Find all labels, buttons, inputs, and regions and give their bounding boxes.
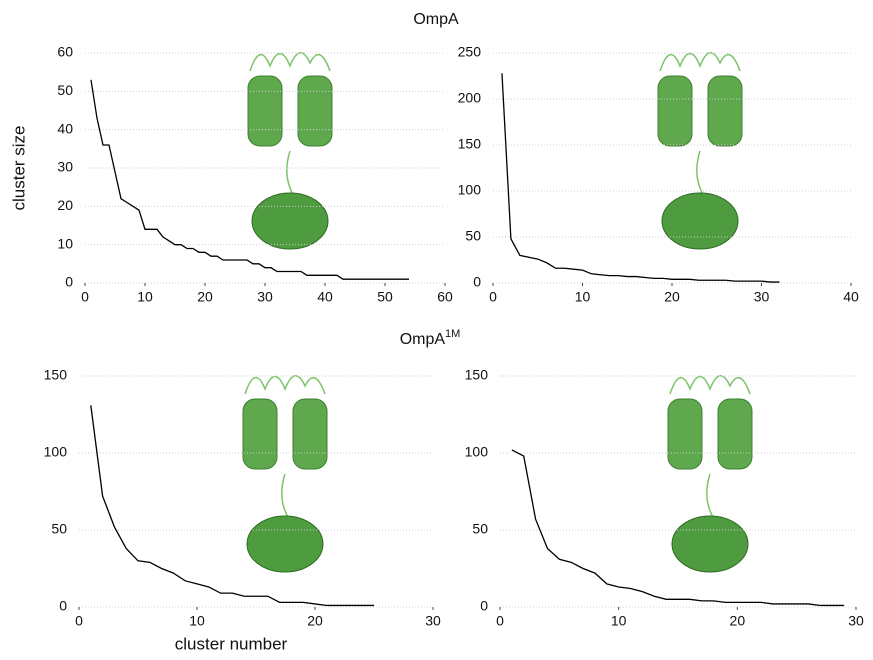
x-tick-label: 20 xyxy=(307,613,323,629)
x-tick-label: 30 xyxy=(754,289,770,305)
x-tick-label: 0 xyxy=(489,289,497,305)
y-tick-label: 20 xyxy=(57,197,73,213)
y-tick-label: 50 xyxy=(472,521,488,537)
x-tick-label: 40 xyxy=(843,289,859,305)
protein-barrel xyxy=(292,398,328,470)
protein-domain xyxy=(251,192,329,250)
x-tick-label: 40 xyxy=(317,289,333,305)
y-tick-label: 0 xyxy=(480,598,488,614)
x-tick-label: 50 xyxy=(377,289,393,305)
protein-barrel xyxy=(707,75,743,147)
x-tick-label: 10 xyxy=(575,289,591,305)
protein-illustration xyxy=(242,375,328,573)
protein-barrel xyxy=(242,398,278,470)
x-tick-label: 20 xyxy=(730,613,746,629)
x-tick-label: 30 xyxy=(848,613,864,629)
protein-barrel xyxy=(657,75,693,147)
x-tick-label: 60 xyxy=(437,289,453,305)
data-line xyxy=(90,405,374,607)
data-line xyxy=(511,449,845,607)
protein-illustration xyxy=(247,52,333,250)
y-tick-label: 40 xyxy=(57,120,73,136)
y-tick-label: 50 xyxy=(51,521,67,537)
y-tick-label: 150 xyxy=(458,136,482,152)
y-tick-label: 200 xyxy=(458,90,482,106)
x-tick-label: 20 xyxy=(197,289,213,305)
y-axis-label: cluster size xyxy=(9,125,28,210)
x-tick-label: 20 xyxy=(664,289,680,305)
x-tick-label: 10 xyxy=(189,613,205,629)
heading: OmpA1M xyxy=(400,328,461,348)
y-tick-label: 50 xyxy=(465,228,481,244)
y-tick-label: 10 xyxy=(57,235,73,251)
x-tick-label: 0 xyxy=(81,289,89,305)
protein-domain xyxy=(661,192,739,250)
heading-text: OmpA xyxy=(400,331,446,348)
y-tick-label: 100 xyxy=(44,444,68,460)
y-tick-label: 100 xyxy=(458,182,482,198)
y-tick-label: 0 xyxy=(473,274,481,290)
y-tick-label: 0 xyxy=(59,598,67,614)
x-tick-label: 30 xyxy=(425,613,441,629)
x-tick-label: 10 xyxy=(137,289,153,305)
y-tick-label: 50 xyxy=(57,82,73,98)
y-tick-label: 100 xyxy=(465,444,489,460)
data-line xyxy=(501,73,780,283)
x-tick-label: 10 xyxy=(611,613,627,629)
heading-superscript: 1M xyxy=(445,328,460,340)
protein-illustration xyxy=(657,52,743,250)
x-tick-label: 30 xyxy=(257,289,273,305)
data-line xyxy=(90,79,409,280)
protein-barrel xyxy=(717,398,753,470)
protein-barrel xyxy=(667,398,703,470)
y-tick-label: 0 xyxy=(65,274,73,290)
x-axis-label: cluster number xyxy=(175,634,288,653)
protein-domain xyxy=(246,515,324,573)
y-tick-label: 60 xyxy=(57,44,73,60)
protein-barrel xyxy=(247,75,283,147)
protein-barrel xyxy=(297,75,333,147)
y-tick-label: 250 xyxy=(458,44,482,60)
y-tick-label: 150 xyxy=(465,367,489,383)
y-tick-label: 30 xyxy=(57,159,73,175)
x-tick-label: 0 xyxy=(496,613,504,629)
protein-domain xyxy=(671,515,749,573)
protein-illustration xyxy=(667,375,753,573)
y-tick-label: 150 xyxy=(44,367,68,383)
heading: OmpA xyxy=(413,11,459,28)
x-tick-label: 0 xyxy=(75,613,83,629)
